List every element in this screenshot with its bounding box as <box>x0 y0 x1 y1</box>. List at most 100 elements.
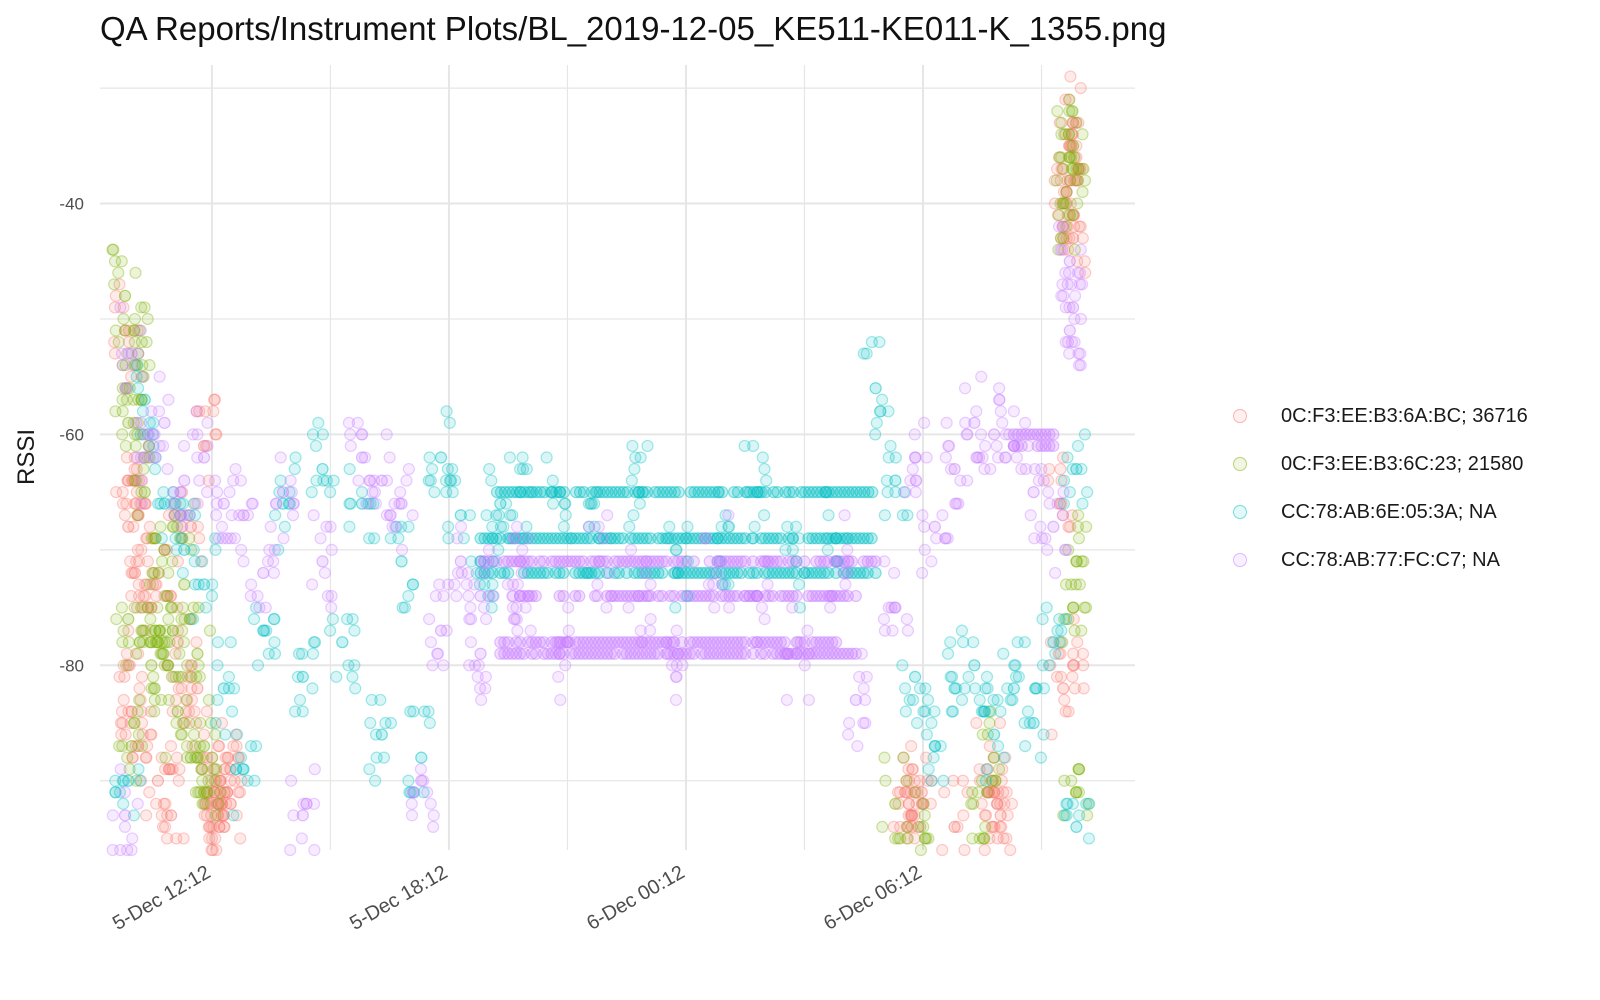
data-point <box>906 462 919 476</box>
data-point <box>857 682 870 695</box>
data-point <box>1070 139 1083 152</box>
data-point <box>1022 439 1035 453</box>
data-point <box>634 624 647 637</box>
band-point <box>715 555 728 568</box>
band-point <box>498 555 511 568</box>
data-point <box>148 566 161 580</box>
data-point <box>627 509 640 522</box>
data-point <box>317 474 330 487</box>
band-point <box>675 647 689 660</box>
data-point <box>230 728 244 741</box>
data-point <box>798 659 811 672</box>
band-point <box>632 555 645 568</box>
band-point <box>696 486 709 499</box>
data-point <box>937 774 950 787</box>
data-point <box>175 682 188 695</box>
data-point <box>758 462 771 476</box>
data-point <box>559 659 572 672</box>
data-point <box>1000 832 1013 845</box>
data-point <box>899 705 912 718</box>
data-point <box>584 497 597 510</box>
data-point <box>260 624 273 637</box>
data-point <box>1057 232 1070 245</box>
data-point <box>791 636 805 649</box>
band-point <box>565 532 578 545</box>
data-point <box>189 716 203 730</box>
band-point <box>549 647 562 660</box>
data-point <box>176 601 189 614</box>
data-point <box>1054 174 1067 187</box>
data-point <box>189 497 202 510</box>
data-point <box>1063 255 1076 268</box>
band-point <box>664 486 677 499</box>
data-point <box>900 774 913 787</box>
band-point <box>845 647 858 660</box>
data-point <box>165 809 178 822</box>
data-point <box>1072 359 1086 372</box>
band-point <box>557 555 570 568</box>
data-point <box>133 636 146 649</box>
data-point <box>162 693 176 707</box>
data-point <box>160 636 173 649</box>
data-point <box>177 439 191 453</box>
data-point <box>801 624 814 637</box>
band-point <box>778 566 791 580</box>
band-point <box>703 647 716 660</box>
data-point <box>207 786 221 799</box>
data-point <box>191 647 204 660</box>
data-point <box>213 820 226 834</box>
data-point <box>789 520 803 533</box>
data-point <box>132 578 145 591</box>
band-point <box>549 555 562 568</box>
band-point <box>695 589 708 603</box>
band-point <box>715 532 728 545</box>
band-point <box>747 555 760 568</box>
data-point <box>1079 266 1092 279</box>
band-point <box>569 555 582 568</box>
data-point <box>352 474 365 487</box>
band-point <box>529 532 542 545</box>
band-point <box>537 636 550 649</box>
data-point <box>201 416 214 429</box>
data-point <box>326 613 340 626</box>
data-point <box>1050 162 1064 175</box>
band-point <box>802 486 816 499</box>
data-point <box>128 462 141 476</box>
data-point <box>900 820 913 834</box>
data-point <box>1039 532 1052 545</box>
band-point <box>510 532 523 545</box>
data-point <box>116 428 129 441</box>
band-point <box>668 532 681 545</box>
band-point <box>608 636 621 649</box>
data-point <box>343 520 356 533</box>
data-point <box>978 462 991 476</box>
data-point <box>1064 174 1077 187</box>
band-point <box>604 532 618 545</box>
band-point <box>735 636 748 649</box>
band-point <box>558 486 571 499</box>
data-point <box>115 601 128 614</box>
data-point <box>1010 451 1023 464</box>
data-point <box>224 636 237 649</box>
data-point <box>1071 636 1084 649</box>
data-point <box>106 809 119 822</box>
band-point <box>656 486 670 499</box>
band-point <box>818 647 831 660</box>
data-point <box>219 763 232 776</box>
band-point <box>530 486 543 499</box>
data-point <box>671 647 685 660</box>
band-point <box>703 636 716 649</box>
data-point <box>295 647 309 660</box>
data-point <box>820 486 833 499</box>
data-point <box>199 797 212 810</box>
band-point <box>687 589 700 603</box>
band-point <box>795 486 808 499</box>
data-point <box>110 613 123 626</box>
band-point <box>616 555 629 568</box>
band-point <box>502 566 515 580</box>
band-point <box>1011 428 1024 441</box>
band-point <box>691 636 704 649</box>
data-point <box>917 797 930 810</box>
data-point <box>1074 312 1088 326</box>
band-point <box>841 532 855 545</box>
